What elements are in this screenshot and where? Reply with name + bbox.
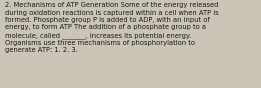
Text: 2. Mechanisms of ATP Generation Some of the energy released
during oxidation rea: 2. Mechanisms of ATP Generation Some of …	[5, 2, 218, 53]
